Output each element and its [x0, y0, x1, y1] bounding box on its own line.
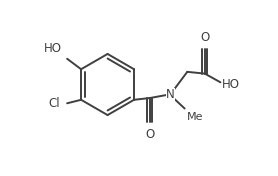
Text: O: O: [145, 128, 154, 141]
Text: O: O: [200, 31, 209, 44]
Text: HO: HO: [222, 78, 240, 91]
Text: N: N: [166, 88, 175, 101]
Text: HO: HO: [44, 42, 62, 55]
Text: Me: Me: [187, 112, 204, 122]
Text: Cl: Cl: [49, 97, 60, 110]
